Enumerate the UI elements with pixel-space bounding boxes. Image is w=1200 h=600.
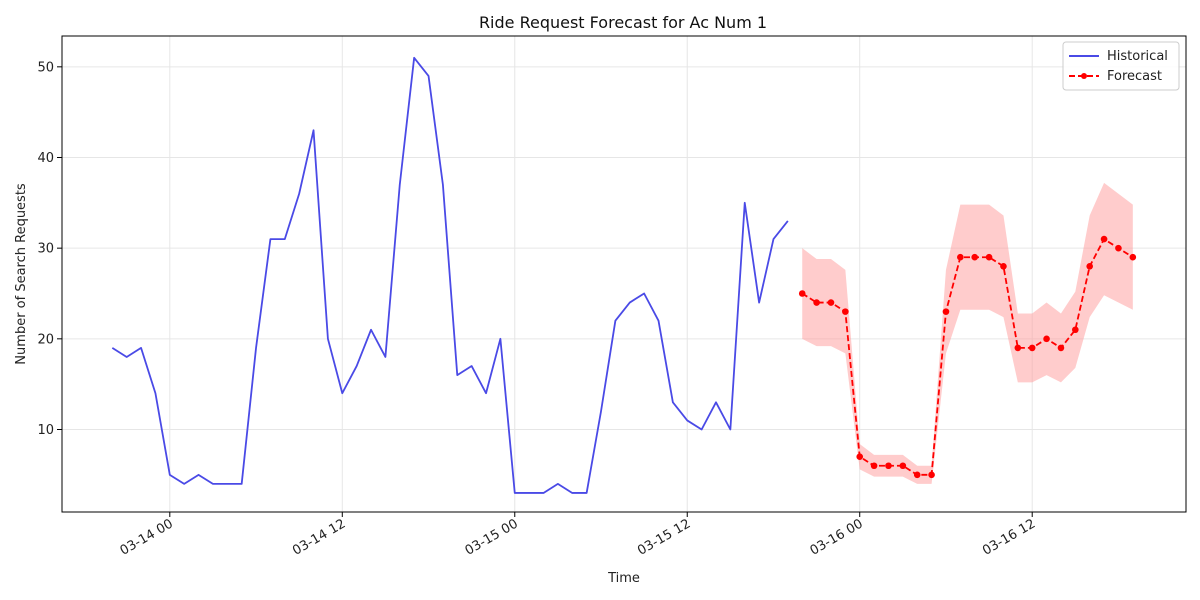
x-tick-label: 03-16 12 — [980, 516, 1038, 558]
legend-forecast-label: Forecast — [1107, 69, 1162, 84]
forecast-point — [913, 471, 921, 479]
forecast-confidence-band — [802, 182, 1133, 484]
series-layer — [111, 56, 1137, 494]
forecast-point — [1086, 262, 1093, 270]
forecast-point — [1100, 235, 1108, 243]
legend-forecast-marker — [1081, 73, 1087, 79]
forecast-point — [985, 253, 993, 261]
x-tick-label: 03-15 00 — [463, 516, 521, 558]
forecast-point — [813, 299, 820, 306]
x-axis-title: Time — [607, 571, 640, 586]
x-tick-label: 03-16 00 — [808, 516, 866, 558]
x-tick-label: 03-14 12 — [290, 516, 348, 558]
forecast-point — [1072, 326, 1079, 334]
forecast-point — [856, 453, 864, 460]
forecast-point — [1028, 344, 1036, 352]
legend: Historical Forecast — [1062, 41, 1180, 91]
forecast-point — [957, 253, 964, 261]
forecast-point — [1115, 244, 1122, 252]
forecast-point — [942, 308, 950, 315]
forecast-point — [827, 299, 835, 306]
forecast-point — [870, 462, 878, 470]
y-tick-label: 10 — [37, 423, 54, 438]
y-axis-title: Number of Search Requests — [14, 183, 29, 365]
forecast-point — [1043, 335, 1050, 343]
forecast-point — [1014, 344, 1022, 352]
forecast-point — [1057, 344, 1065, 352]
forecast-point — [1129, 253, 1137, 261]
historical-series-line — [111, 56, 789, 494]
x-tick-label: 03-14 00 — [118, 516, 176, 558]
x-tick-label: 03-15 12 — [635, 516, 693, 558]
y-tick-label: 50 — [37, 60, 54, 75]
forecast-point — [885, 462, 892, 470]
y-tick-label: 40 — [37, 151, 54, 166]
grid-lines — [62, 36, 1186, 512]
confidence-band — [802, 182, 1133, 484]
forecast-point — [899, 462, 907, 470]
forecast-point — [971, 253, 979, 261]
forecast-series-line — [801, 237, 1134, 476]
forecast-point — [842, 308, 849, 315]
y-tick-label: 30 — [37, 242, 54, 257]
forecast-point — [928, 471, 935, 479]
chart-title: Ride Request Forecast for Ac Num 1 — [479, 13, 767, 32]
x-axis: 03-14 00 03-14 12 03-15 00 03-15 12 03-16 00… — [118, 512, 1038, 559]
legend-historical-label: Historical — [1107, 49, 1168, 64]
legend-box — [1062, 41, 1180, 91]
forecast-point — [1000, 262, 1007, 270]
y-tick-label: 20 — [37, 332, 54, 347]
y-axis: 10 20 30 40 50 — [37, 60, 62, 438]
forecast-point — [798, 290, 806, 297]
plot-frame — [61, 35, 1187, 513]
